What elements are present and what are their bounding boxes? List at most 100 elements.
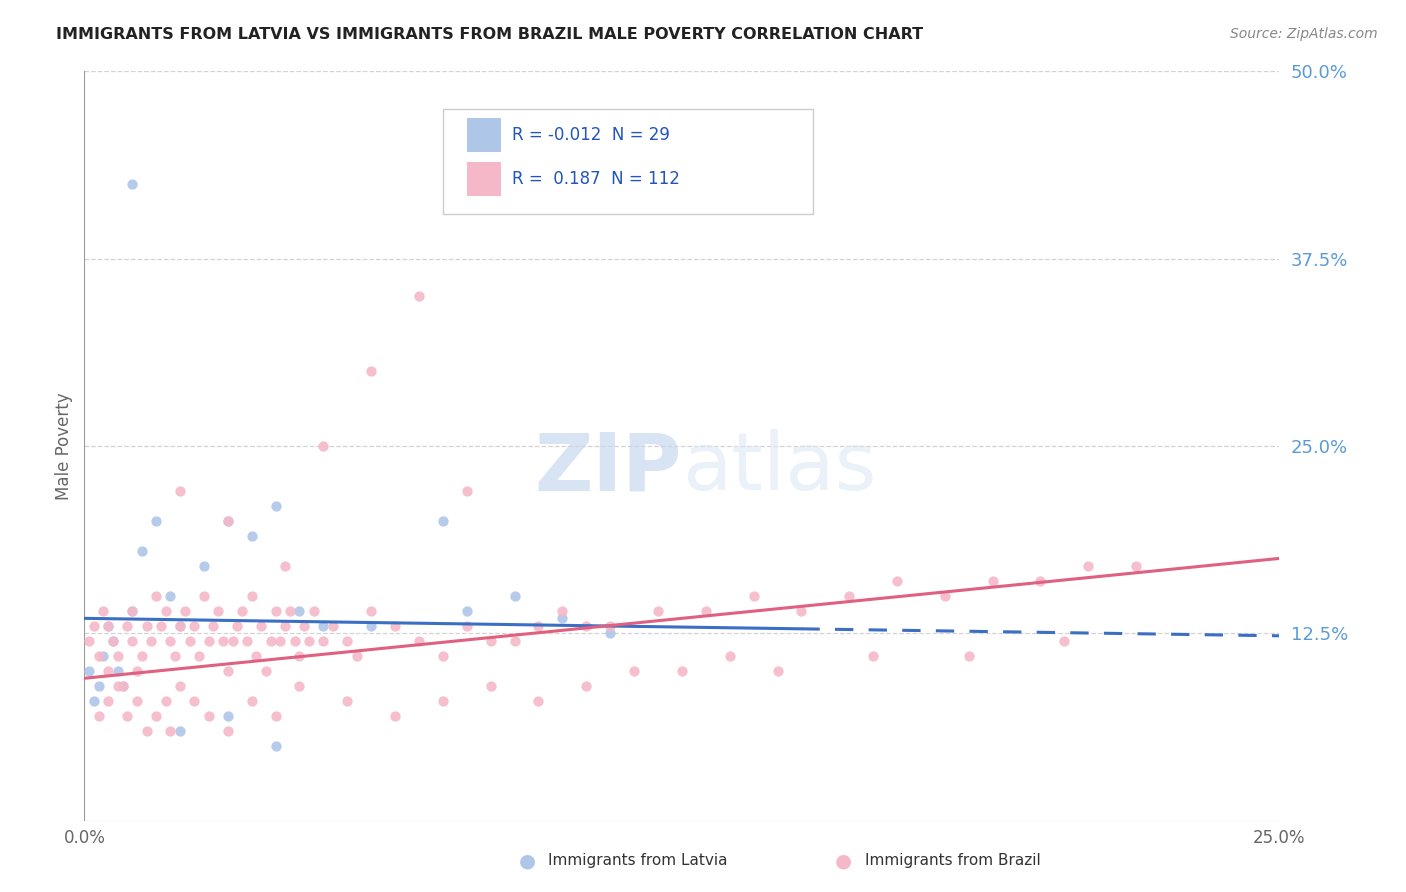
Point (292, 619, 315, 633)
Point (274, 558, 297, 573)
Point (1029, 574, 1052, 588)
Point (599, 619, 621, 633)
Point (83, 694, 105, 708)
Point (718, 648, 741, 663)
Point (111, 679, 134, 693)
Point (346, 648, 368, 663)
Text: ●: ● (835, 851, 852, 871)
Point (217, 723, 239, 738)
Point (125, 694, 148, 708)
Point (264, 499, 287, 513)
Point (145, 514, 167, 528)
Point (97, 619, 120, 633)
Point (121, 177, 143, 191)
Point (742, 589, 765, 603)
Point (312, 633, 335, 648)
Point (231, 604, 253, 618)
Point (131, 648, 153, 663)
Point (149, 619, 172, 633)
Point (97, 619, 120, 633)
Point (647, 604, 669, 618)
Point (360, 619, 382, 633)
Point (274, 619, 297, 633)
Point (336, 694, 359, 708)
Point (503, 633, 526, 648)
Point (432, 514, 454, 528)
Point (1125, 558, 1147, 573)
Point (207, 604, 229, 618)
Point (790, 604, 813, 618)
Point (575, 619, 598, 633)
Point (169, 679, 191, 693)
Point (322, 619, 344, 633)
Point (107, 679, 129, 693)
Point (145, 589, 167, 603)
Point (766, 664, 789, 678)
Point (101, 633, 124, 648)
Point (87, 708, 110, 723)
Point (456, 483, 478, 498)
Point (456, 604, 478, 618)
Point (107, 664, 129, 678)
Point (111, 679, 134, 693)
Point (551, 604, 574, 618)
Point (240, 589, 263, 603)
Text: Immigrants from Brazil: Immigrants from Brazil (865, 854, 1040, 868)
Point (217, 708, 239, 723)
Point (695, 604, 717, 618)
FancyBboxPatch shape (467, 118, 502, 152)
Text: ●: ● (519, 851, 536, 871)
Point (145, 708, 167, 723)
Point (83, 619, 105, 633)
Point (121, 633, 143, 648)
Point (269, 633, 291, 648)
Point (250, 619, 273, 633)
Point (288, 648, 311, 663)
Text: Immigrants from Latvia: Immigrants from Latvia (548, 854, 728, 868)
Point (165, 648, 187, 663)
Point (503, 589, 526, 603)
Point (278, 604, 301, 618)
Point (107, 648, 129, 663)
Point (671, 664, 693, 678)
Point (862, 648, 884, 663)
Point (302, 604, 325, 618)
Point (432, 648, 454, 663)
Point (312, 439, 335, 453)
Point (838, 589, 860, 603)
Point (193, 589, 215, 603)
Point (121, 604, 143, 618)
Point (479, 633, 502, 648)
Point (312, 619, 335, 633)
Point (240, 529, 263, 543)
Point (197, 633, 219, 648)
Point (264, 708, 287, 723)
Point (202, 619, 225, 633)
Point (551, 611, 574, 625)
Point (240, 694, 263, 708)
Point (101, 633, 124, 648)
Point (217, 514, 239, 528)
Point (97, 664, 120, 678)
Point (934, 589, 956, 603)
Point (384, 619, 406, 633)
Point (226, 619, 249, 633)
Y-axis label: Male Poverty: Male Poverty (55, 392, 73, 500)
Point (599, 626, 621, 640)
Point (97, 694, 120, 708)
Point (260, 633, 283, 648)
Point (169, 619, 191, 633)
Point (183, 694, 205, 708)
Point (527, 694, 550, 708)
Text: R = -0.012  N = 29: R = -0.012 N = 29 (512, 126, 671, 144)
Point (217, 514, 239, 528)
Point (155, 694, 177, 708)
Point (183, 619, 205, 633)
Point (479, 679, 502, 693)
Point (173, 604, 195, 618)
Point (254, 664, 277, 678)
Point (117, 619, 139, 633)
Point (236, 633, 259, 648)
Point (288, 679, 311, 693)
Point (169, 483, 191, 498)
